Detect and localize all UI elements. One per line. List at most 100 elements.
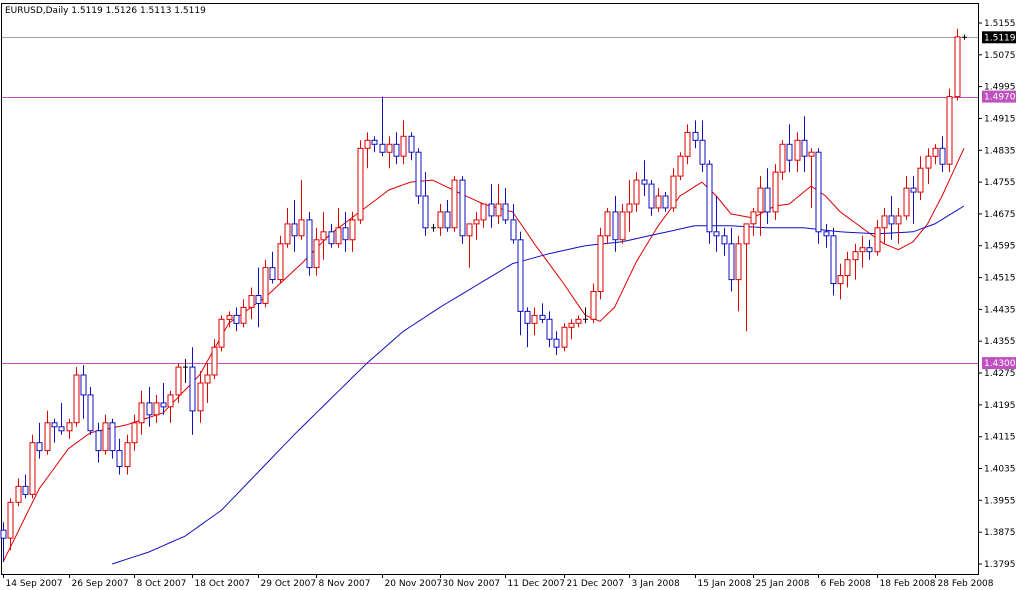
candle-body <box>451 179 458 229</box>
candle <box>648 180 655 216</box>
candle <box>815 148 822 244</box>
candle <box>917 156 924 200</box>
candle <box>677 152 684 181</box>
candle <box>583 307 588 324</box>
candle-body <box>226 314 233 320</box>
y-tick-label-0: 1.5155 <box>984 19 1016 29</box>
candle <box>109 418 116 459</box>
candle <box>772 164 779 220</box>
candle-body <box>510 219 517 241</box>
candle-body <box>386 143 393 153</box>
candle <box>36 422 43 459</box>
candle <box>750 207 757 236</box>
level-tag-1-label: 1.4300 <box>984 359 1016 369</box>
candle <box>939 136 946 173</box>
candle-body <box>808 151 815 157</box>
candle-body <box>874 227 881 253</box>
y-tick-label-8: 1.4515 <box>984 274 1016 284</box>
candle-body <box>539 314 546 320</box>
candle <box>699 120 706 173</box>
candle-body <box>648 183 655 209</box>
candle <box>167 390 174 423</box>
candle-body <box>240 306 247 324</box>
candle <box>590 283 597 324</box>
candle <box>888 196 895 240</box>
candle-body <box>80 374 87 396</box>
y-tick-label-10: 1.4355 <box>984 337 1016 347</box>
candle-body <box>0 529 7 539</box>
candle-body <box>772 171 779 213</box>
candle-body <box>684 131 691 157</box>
candle-body <box>29 442 36 495</box>
candle-body <box>102 422 109 452</box>
candle <box>866 239 873 260</box>
candle-body <box>248 295 255 308</box>
candle <box>735 235 742 312</box>
candle-body <box>568 322 575 328</box>
candle-body <box>670 175 677 209</box>
candle <box>197 371 204 423</box>
candle-body <box>7 501 14 539</box>
candle <box>706 160 713 244</box>
candle-body <box>495 203 502 217</box>
candle-body <box>524 310 531 324</box>
candle-body <box>342 227 349 241</box>
candle-body <box>633 179 640 205</box>
candle <box>764 168 771 224</box>
candle-body <box>269 267 276 281</box>
candle-body <box>335 227 342 245</box>
candle-body <box>116 450 123 468</box>
candle <box>262 259 269 308</box>
current-price-tag-label: 1.5119 <box>984 33 1016 43</box>
candle-body <box>590 291 597 320</box>
candle <box>298 180 305 240</box>
candle-body <box>146 402 153 416</box>
candle-body <box>859 247 866 253</box>
candle-body <box>197 382 204 412</box>
candle-body <box>189 366 196 412</box>
candle-body <box>36 442 43 452</box>
candle <box>7 498 14 551</box>
y-tick-label-11: 1.4275 <box>984 369 1016 379</box>
candle-body <box>87 394 94 432</box>
candle <box>568 319 575 340</box>
candle <box>808 148 815 208</box>
candle <box>240 299 247 328</box>
candle-body <box>743 223 750 245</box>
candle <box>641 160 648 196</box>
candle-body <box>932 147 939 157</box>
candle <box>211 339 218 379</box>
candle <box>502 188 509 224</box>
candle-body <box>823 231 830 237</box>
candle <box>204 363 211 403</box>
candle <box>233 307 240 332</box>
candle <box>116 438 123 475</box>
candle <box>22 474 29 499</box>
level-tag-0-box <box>982 90 1016 103</box>
candle-body <box>757 187 764 213</box>
candle-body <box>655 195 662 209</box>
candle-body <box>706 163 713 233</box>
candle <box>226 311 233 328</box>
candle-body <box>44 422 51 452</box>
candle <box>349 211 356 252</box>
candle <box>218 315 225 352</box>
candle <box>306 211 313 276</box>
candle <box>379 96 386 157</box>
candle <box>451 176 458 232</box>
candle-body <box>699 139 706 165</box>
candle <box>713 196 720 252</box>
candle-body <box>786 143 793 161</box>
candle <box>291 200 298 252</box>
candle-body <box>946 96 953 165</box>
candle-body <box>15 485 22 503</box>
candle-body <box>553 338 560 348</box>
candle-body <box>815 151 822 233</box>
candle <box>415 148 422 204</box>
x-tick-label-1: 26 Sep 2007 <box>72 579 129 589</box>
candle-body <box>51 422 58 428</box>
candle-body <box>764 187 771 213</box>
candle-body <box>531 314 538 324</box>
candle-body <box>379 143 386 153</box>
